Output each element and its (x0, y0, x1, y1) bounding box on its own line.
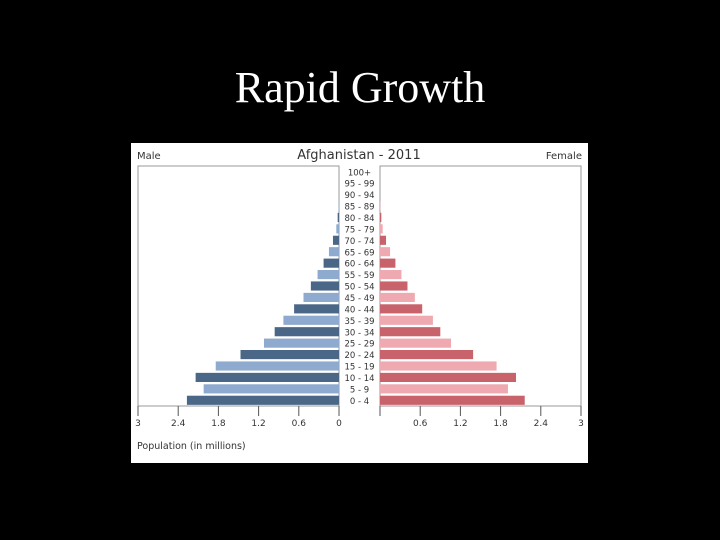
male-label: Male (137, 151, 161, 162)
age-group-label: 40 - 44 (344, 305, 374, 315)
male-bar (310, 281, 339, 291)
age-group-label: 85 - 89 (344, 203, 374, 213)
male-bar (263, 338, 339, 348)
male-bar (323, 258, 339, 268)
female-bar (380, 304, 423, 314)
male-bar (337, 212, 339, 222)
age-group-label: 30 - 34 (344, 328, 374, 338)
age-group-label: 5 - 9 (350, 385, 369, 395)
age-group-label: 20 - 24 (344, 351, 374, 361)
age-group-label: 95 - 99 (344, 180, 374, 190)
x-tick-label: 3 (578, 419, 584, 429)
chart-panel: Male Female Afghanistan - 2011 Populatio… (131, 143, 588, 463)
age-group-label: 35 - 39 (344, 317, 374, 327)
age-group-label: 80 - 84 (344, 214, 374, 224)
female-bar (380, 281, 408, 291)
female-bar (380, 327, 441, 337)
male-bar (332, 235, 339, 245)
male-bar (240, 350, 339, 360)
female-label: Female (546, 151, 582, 162)
x-tick-label: 2.4 (171, 419, 186, 429)
female-bar (380, 350, 474, 360)
age-group-label: 50 - 54 (344, 283, 374, 293)
male-bar (186, 395, 339, 405)
male-bar (294, 304, 339, 314)
male-bar (303, 292, 339, 302)
male-bar (336, 224, 339, 234)
age-group-label: 55 - 59 (344, 271, 374, 281)
female-bar (380, 372, 517, 382)
chart-title: Afghanistan - 2011 (297, 148, 420, 163)
female-bar (380, 224, 383, 234)
x-tick-label: 1.8 (211, 419, 226, 429)
female-bar (380, 361, 497, 371)
male-bar (317, 270, 339, 280)
age-group-label: 75 - 79 (344, 225, 374, 235)
male-bar (203, 384, 339, 394)
population-pyramid-chart: Male Female Afghanistan - 2011 Populatio… (135, 148, 584, 452)
female-bar (380, 270, 402, 280)
age-group-label: 0 - 4 (350, 397, 369, 407)
x-tick-label: 1.2 (251, 419, 265, 429)
slide-title: Rapid Growth (234, 63, 486, 112)
male-bar (215, 361, 339, 371)
age-group-label: 15 - 19 (344, 363, 374, 373)
male-bar (328, 247, 339, 257)
female-bar (380, 395, 525, 405)
x-tick-label: 2.4 (534, 419, 549, 429)
x-tick-label: 0.6 (292, 419, 307, 429)
male-bar (274, 327, 339, 337)
x-tick-label: 1.2 (453, 419, 467, 429)
x-tick-label: 0.6 (413, 419, 428, 429)
age-group-label: 10 - 14 (344, 374, 374, 384)
age-group-label: 90 - 94 (344, 191, 374, 201)
female-bar (380, 212, 382, 222)
female-bar (380, 315, 433, 325)
age-group-label: 45 - 49 (344, 294, 374, 304)
x-axis-label: Population (in millions) (137, 441, 246, 452)
female-bar (380, 258, 396, 268)
age-group-label: 25 - 29 (344, 340, 374, 350)
x-tick-label: 0 (336, 419, 342, 429)
female-bar (380, 292, 415, 302)
male-bar (195, 372, 339, 382)
x-tick-label: 1.8 (493, 419, 508, 429)
female-bar (380, 235, 387, 245)
male-bar (283, 315, 339, 325)
age-group-label: 60 - 64 (344, 260, 374, 270)
x-tick-label: 3 (135, 419, 141, 429)
female-bar (380, 247, 391, 257)
female-bar (380, 338, 452, 348)
age-group-label: 100+ (348, 168, 371, 178)
age-group-label: 70 - 74 (344, 237, 374, 247)
female-bar (380, 384, 508, 394)
age-group-label: 65 - 69 (344, 248, 374, 258)
